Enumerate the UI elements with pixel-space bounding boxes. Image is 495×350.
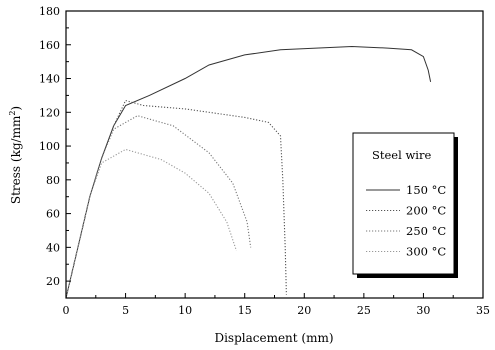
x-tick-label: 0 xyxy=(63,304,70,317)
x-ticks: 0 5 10 15 20 25 30 35 xyxy=(63,293,490,317)
x-axis-label: Displacement (mm) xyxy=(214,331,333,345)
y-axis-label: Stress (kg/mm2) xyxy=(8,106,23,204)
series-line-2 xyxy=(65,99,287,299)
x-tick-label: 30 xyxy=(416,304,430,317)
legend-label-3: 250 °C xyxy=(406,224,446,238)
x-tick-label: 5 xyxy=(122,304,129,317)
series-line-4 xyxy=(65,148,237,299)
series-line-3 xyxy=(65,115,252,299)
y-tick-label: 20 xyxy=(46,275,60,288)
y-ticks: 20 40 60 80 100 120 140 160 180 xyxy=(39,5,71,288)
y-tick-label: 60 xyxy=(46,208,60,221)
x-tick-label: 25 xyxy=(357,304,371,317)
x-tick-label: 35 xyxy=(476,304,490,317)
y-tick-label: 80 xyxy=(46,174,60,187)
x-tick-label: 10 xyxy=(178,304,192,317)
legend-entries: 150 °C 200 °C 250 °C 300 °C xyxy=(366,183,446,259)
plot-marks xyxy=(65,45,432,299)
legend-label-4: 300 °C xyxy=(406,245,446,259)
legend-label-2: 200 °C xyxy=(406,204,446,218)
series-line-1 xyxy=(65,45,432,299)
legend-label-1: 150 °C xyxy=(406,183,446,197)
y-tick-label: 180 xyxy=(39,5,60,18)
legend: Steel wire 150 °C 200 °C 250 °C 300 °C xyxy=(352,132,458,278)
y-tick-label: 40 xyxy=(46,241,60,254)
x-tick-label: 20 xyxy=(297,304,311,317)
legend-box xyxy=(352,132,455,275)
y-tick-label: 140 xyxy=(39,73,60,86)
y-tick-label: 120 xyxy=(39,106,60,119)
x-tick-label: 15 xyxy=(238,304,252,317)
legend-title: Steel wire xyxy=(372,148,431,162)
y-tick-label: 100 xyxy=(39,140,60,153)
y-tick-label: 160 xyxy=(39,39,60,52)
